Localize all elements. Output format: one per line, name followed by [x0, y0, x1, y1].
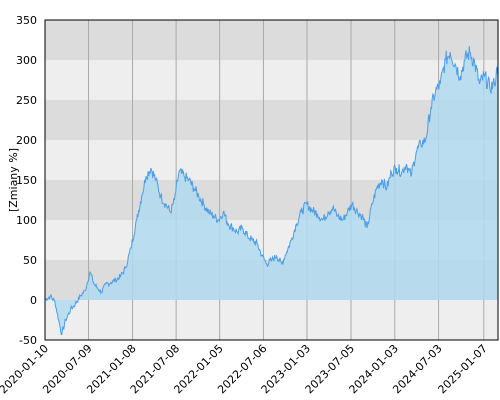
band — [45, 20, 498, 60]
x-tick-label: 2025-01-07 — [436, 342, 490, 396]
band — [45, 60, 498, 100]
band — [45, 100, 498, 140]
y-tick-label: 100 — [16, 214, 37, 227]
y-tick-label: 200 — [16, 134, 37, 147]
band — [45, 300, 498, 340]
y-tick-label: 0 — [30, 294, 37, 307]
y-tick-label: 150 — [16, 174, 37, 187]
y-axis-label: [Zmiany %] — [7, 148, 20, 212]
x-tick-labels: 2020-01-102020-07-092021-01-082021-07-08… — [0, 342, 490, 396]
y-tick-label: -50 — [19, 334, 37, 347]
series-area — [45, 46, 498, 335]
plot-frame — [44, 19, 499, 341]
series-line — [44, 46, 499, 336]
y-tick-label: 300 — [16, 54, 37, 67]
y-tick-label: 350 — [16, 14, 37, 27]
y-tick-labels: -50 0 50 100 150 200 250 300 350 — [16, 14, 37, 347]
y-tick-label: 250 — [16, 94, 37, 107]
y-tick-label: 50 — [23, 254, 37, 267]
